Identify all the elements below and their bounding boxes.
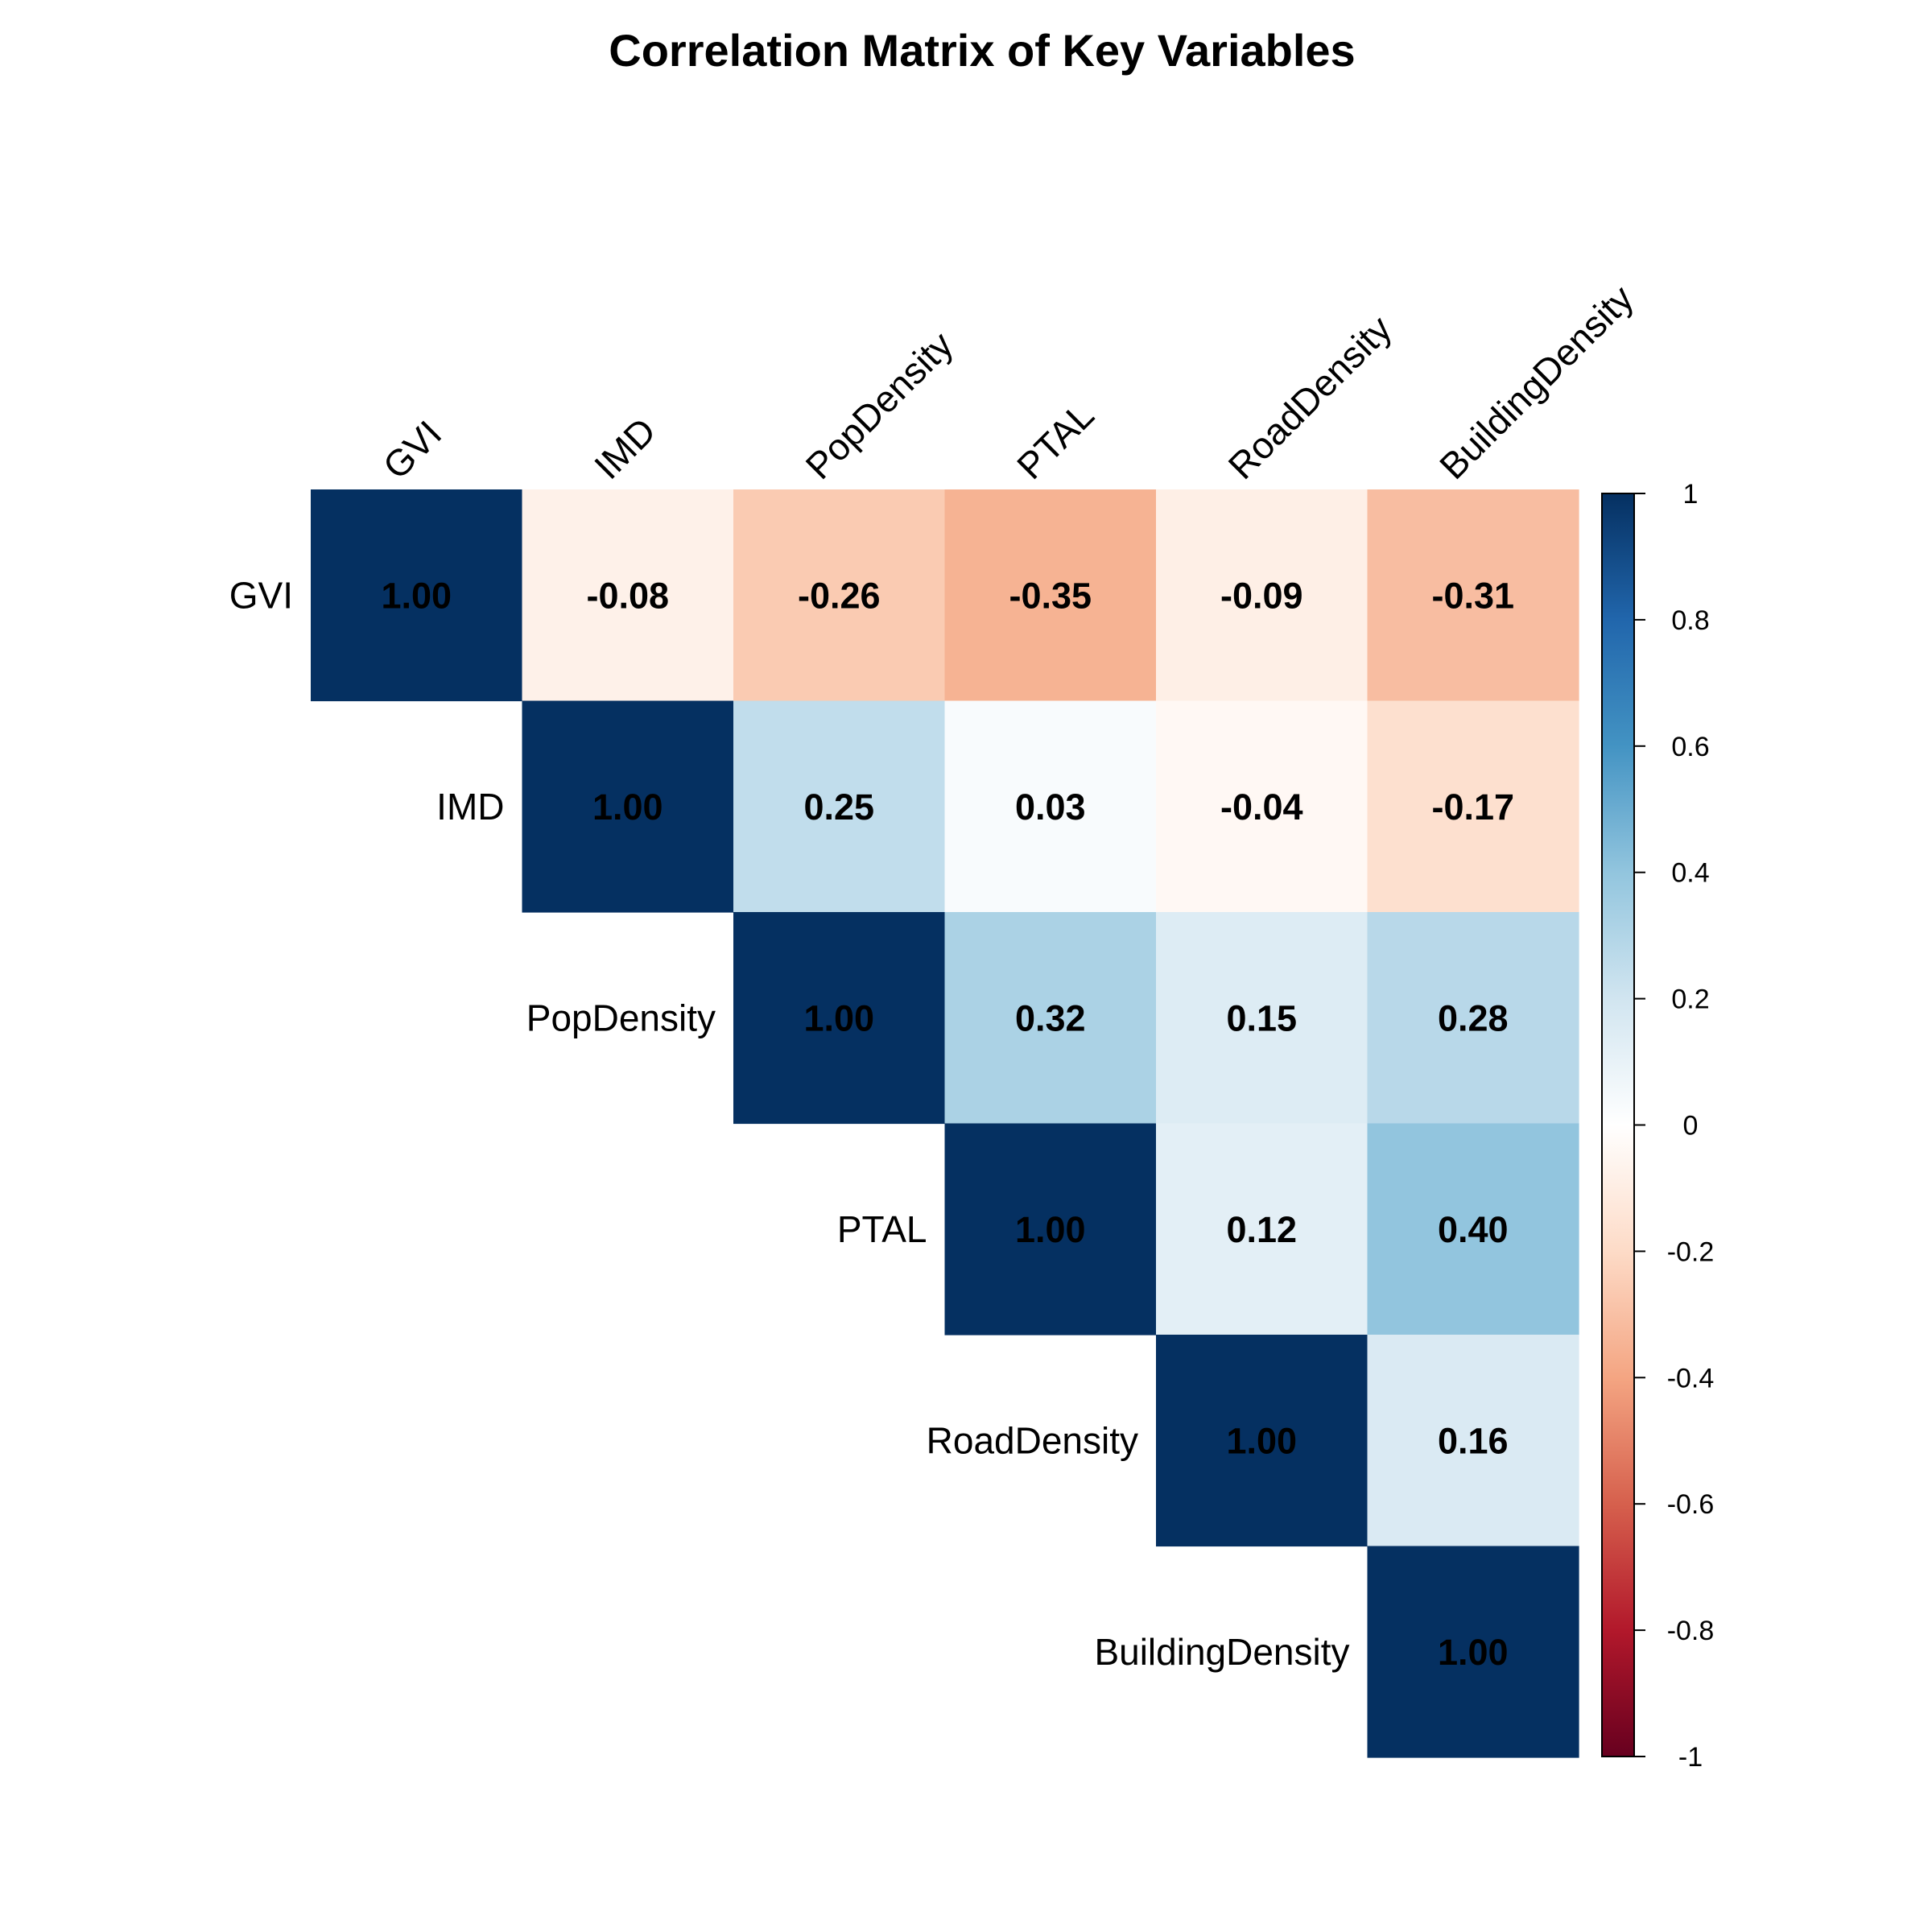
cell-value-label: -0.04 <box>1220 786 1303 828</box>
cell-pop-density-road-density <box>1156 912 1368 1125</box>
heatmap-cells: 1.00 -0.08 -0.26 -0.35 -0.09 -0.31 1.00 0.25 0.0… <box>311 489 1579 1758</box>
colorbar-tick-label: 0 <box>1683 1111 1699 1141</box>
cell-ptal-building-density <box>1367 1123 1579 1335</box>
cell-value-label: 1.00 <box>1015 1209 1086 1250</box>
cell-value-label: 0.12 <box>1226 1209 1297 1250</box>
colorbar-legend: 1 0.8 0.6 0.4 0.2 0 -0.2 -0.4 -0.6 -0.8 -1 <box>1601 479 1715 1773</box>
colorbar-tick-label: -0.8 <box>1667 1616 1715 1646</box>
cell-value-label: -0.17 <box>1431 786 1514 828</box>
cell-value-label: -0.26 <box>798 575 881 616</box>
cell-value-label: 0.03 <box>1015 786 1086 828</box>
cell-road-density-building-density <box>1367 1335 1579 1547</box>
column-label-imd: IMD <box>586 410 663 487</box>
cell-value-label: 0.40 <box>1438 1209 1509 1250</box>
cell-gvi-gvi <box>311 489 523 702</box>
row-label-building-density: BuildingDensity <box>1094 1631 1349 1673</box>
cell-gvi-road-density <box>1156 489 1368 702</box>
row-label-gvi: GVI <box>229 574 293 616</box>
cell-value-label: 0.15 <box>1226 997 1297 1038</box>
row-label-imd: IMD <box>436 786 504 828</box>
column-label-ptal: PTAL <box>1009 394 1102 487</box>
row-labels: GVI IMD PopDensity PTAL RoadDensity BuildingD… <box>229 574 1350 1673</box>
colorbar-tick-label: -0.6 <box>1667 1489 1715 1520</box>
cell-imd-imd <box>522 700 734 913</box>
colorbar-tick-label: 0.6 <box>1671 732 1709 762</box>
cell-value-label: 1.00 <box>1226 1420 1297 1461</box>
cell-value-label: 0.16 <box>1438 1420 1509 1461</box>
cell-imd-ptal <box>944 700 1157 913</box>
cell-building-density-building-density <box>1367 1546 1579 1758</box>
colorbar-tick-label: -0.4 <box>1667 1363 1715 1393</box>
row-label-pop-density: PopDensity <box>526 997 716 1038</box>
cell-value-label: 0.25 <box>803 786 874 828</box>
cell-value-label: -0.35 <box>1009 575 1092 616</box>
cell-pop-density-ptal <box>944 912 1157 1125</box>
colorbar-tick-label: 1 <box>1683 479 1699 510</box>
cell-road-density-road-density <box>1156 1335 1368 1547</box>
column-label-road-density: RoadDensity <box>1220 308 1400 487</box>
colorbar-scale <box>1601 493 1635 1757</box>
cell-value-label: -0.31 <box>1431 575 1514 616</box>
cell-gvi-building-density <box>1367 489 1579 702</box>
colorbar-tick-label: 0.4 <box>1671 858 1709 889</box>
chart-title: Correlation Matrix of Key Variables <box>609 25 1355 76</box>
cell-value-label: -0.09 <box>1220 575 1303 616</box>
cell-gvi-pop-density <box>733 489 946 702</box>
column-label-building-density: BuildingDensity <box>1431 277 1641 487</box>
cell-value-label: 1.00 <box>803 997 874 1038</box>
row-label-ptal: PTAL <box>837 1208 927 1250</box>
cell-imd-pop-density <box>733 700 946 913</box>
cell-ptal-road-density <box>1156 1123 1368 1335</box>
cell-imd-building-density <box>1367 700 1579 913</box>
column-labels: GVI IMD PopDensity PTAL RoadDensity BuildingD… <box>375 277 1641 487</box>
colorbar-tick-label: 0.8 <box>1671 605 1709 636</box>
row-label-road-density: RoadDensity <box>927 1419 1138 1461</box>
cell-value-label: 1.00 <box>1438 1632 1509 1673</box>
colorbar-tick-label: -0.2 <box>1667 1236 1715 1267</box>
cell-value-label: 1.00 <box>592 786 663 828</box>
cell-value-label: 0.32 <box>1015 997 1086 1038</box>
cell-imd-road-density <box>1156 700 1368 913</box>
column-label-gvi: GVI <box>375 412 450 487</box>
cell-ptal-ptal <box>944 1123 1157 1335</box>
cell-gvi-ptal <box>944 489 1157 702</box>
column-label-pop-density: PopDensity <box>798 324 961 487</box>
cell-pop-density-building-density <box>1367 912 1579 1125</box>
colorbar-tick-label: -1 <box>1678 1742 1703 1773</box>
cell-value-label: 1.00 <box>381 575 452 616</box>
cell-gvi-imd <box>522 489 734 702</box>
cell-pop-density-pop-density <box>733 912 946 1125</box>
colorbar-tick-label: 0.2 <box>1671 985 1709 1015</box>
cell-value-label: -0.08 <box>586 575 669 616</box>
cell-value-label: 0.28 <box>1438 997 1509 1038</box>
